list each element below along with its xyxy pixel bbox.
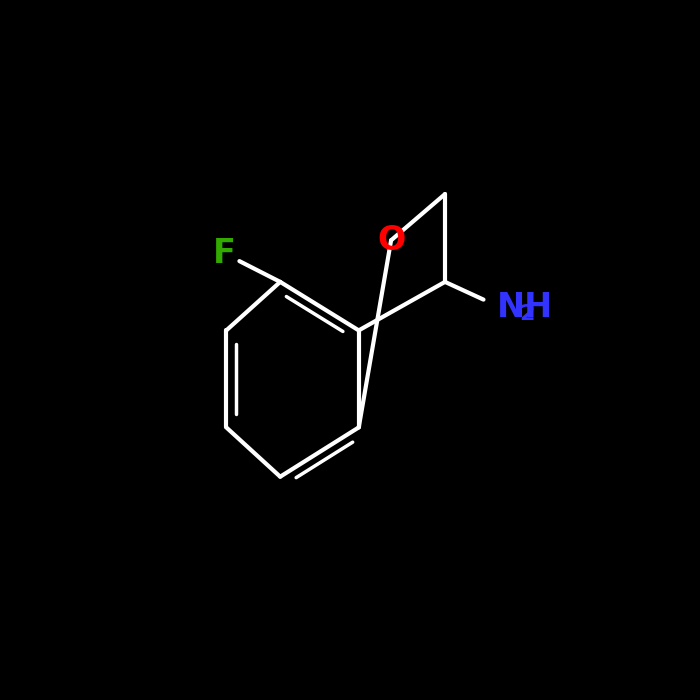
Text: F: F [213, 237, 235, 270]
Text: O: O [377, 224, 405, 257]
Text: NH: NH [497, 290, 554, 324]
Text: 2: 2 [519, 304, 535, 324]
